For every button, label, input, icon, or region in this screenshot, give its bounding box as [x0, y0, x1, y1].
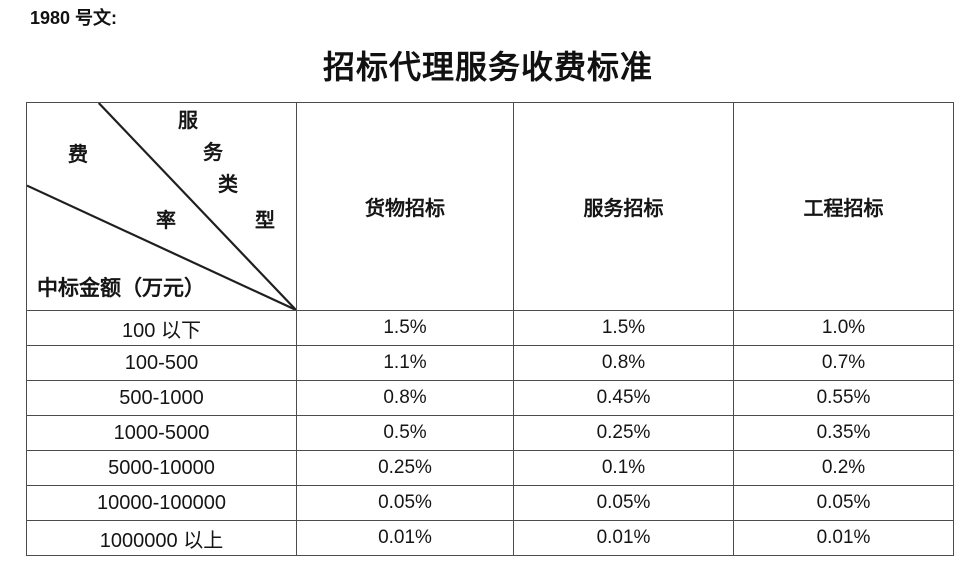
- rate-cell-works: 0.55%: [733, 380, 954, 416]
- table-row: 1000000 以上 0.01% 0.01% 0.01%: [26, 520, 954, 556]
- rate-cell-goods: 0.5%: [296, 415, 514, 451]
- rate-cell-goods: 0.05%: [296, 485, 514, 521]
- table-corner-cell: 服 务 类 型 费 率 中标金额（万元）: [26, 102, 297, 311]
- rate-cell-works: 0.35%: [733, 415, 954, 451]
- rate-cell-services: 0.8%: [513, 345, 734, 381]
- rate-cell-services: 0.1%: [513, 450, 734, 486]
- service-type-char-2: 务: [203, 142, 223, 164]
- page-title: 招标代理服务收费标准: [322, 49, 653, 85]
- amount-range-cell: 10000-100000: [26, 485, 297, 521]
- amount-axis-label: 中标金额（万元）: [37, 276, 205, 300]
- table-header-row: 服 务 类 型 费 率 中标金额（万元） 货物招标 服务招标 工程招标: [26, 102, 954, 311]
- rate-cell-services: 1.5%: [513, 310, 734, 346]
- table-row: 100-500 1.1% 0.8% 0.7%: [26, 345, 954, 381]
- table-row: 5000-10000 0.25% 0.1% 0.2%: [26, 450, 954, 486]
- diagonal-divider-lines: [27, 103, 296, 310]
- rate-cell-works: 0.05%: [733, 485, 954, 521]
- column-header-works: 工程招标: [733, 102, 954, 311]
- amount-range-cell: 500-1000: [26, 380, 297, 416]
- rate-cell-services: 0.05%: [513, 485, 734, 521]
- service-type-char-1: 服: [178, 110, 198, 132]
- amount-range-cell: 1000000 以上: [26, 520, 297, 556]
- rate-cell-services: 0.25%: [513, 415, 734, 451]
- rate-cell-goods: 1.5%: [296, 310, 514, 346]
- doc-number-label: 1980 号文:: [30, 8, 118, 28]
- table-row: 100 以下 1.5% 1.5% 1.0%: [26, 310, 954, 346]
- rate-cell-works: 0.01%: [733, 520, 954, 556]
- rate-cell-services: 0.45%: [513, 380, 734, 416]
- rate-cell-services: 0.01%: [513, 520, 734, 556]
- amount-range-cell: 100 以下: [26, 310, 297, 346]
- column-header-services: 服务招标: [513, 102, 734, 311]
- fee-rate-char-2: 率: [156, 210, 176, 232]
- rate-cell-works: 0.2%: [733, 450, 954, 486]
- rate-cell-goods: 0.25%: [296, 450, 514, 486]
- amount-range-cell: 5000-10000: [26, 450, 297, 486]
- column-header-goods: 货物招标: [296, 102, 514, 311]
- table-row: 500-1000 0.8% 0.45% 0.55%: [26, 380, 954, 416]
- table-row: 10000-100000 0.05% 0.05% 0.05%: [26, 485, 954, 521]
- rate-cell-goods: 0.8%: [296, 380, 514, 416]
- amount-range-cell: 100-500: [26, 345, 297, 381]
- fee-rate-char-1: 费: [68, 144, 88, 166]
- service-type-char-3: 类: [218, 174, 238, 196]
- service-type-char-4: 型: [255, 210, 275, 232]
- rate-cell-works: 0.7%: [733, 345, 954, 381]
- rate-cell-goods: 1.1%: [296, 345, 514, 381]
- rate-cell-works: 1.0%: [733, 310, 954, 346]
- amount-range-cell: 1000-5000: [26, 415, 297, 451]
- table-row: 1000-5000 0.5% 0.25% 0.35%: [26, 415, 954, 451]
- fee-standard-table: 服 务 类 型 费 率 中标金额（万元） 货物招标 服务招标 工程招标 100 …: [26, 102, 954, 556]
- rate-cell-goods: 0.01%: [296, 520, 514, 556]
